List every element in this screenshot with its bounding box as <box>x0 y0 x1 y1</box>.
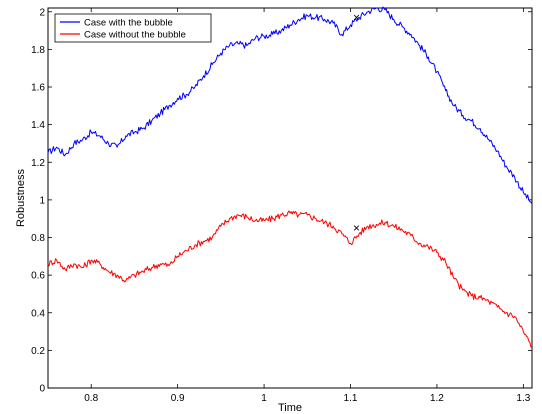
x-tick-label: 1.1 <box>344 393 358 404</box>
y-tick-label: 1.8 <box>31 45 45 56</box>
axes-box <box>47 7 533 389</box>
y-tick-label: 1.2 <box>31 158 45 169</box>
x-tick-label: 0.9 <box>171 393 185 404</box>
y-tick-label: 1 <box>39 195 45 206</box>
x-axis-label: Time <box>278 402 302 414</box>
legend: Case with the bubble Case without the bu… <box>54 13 212 43</box>
cross-marker: × <box>353 221 360 235</box>
series-line-without-bubble <box>47 210 533 348</box>
legend-box <box>54 13 212 43</box>
y-tick-label: 0 <box>39 384 45 395</box>
plot-area <box>47 7 533 389</box>
x-tick-label: 1 <box>261 393 267 404</box>
marker-layer: ×× <box>353 10 360 235</box>
legend-label-without-bubble: Case without the bubble <box>84 30 186 41</box>
x-tick-label: 1.2 <box>430 393 444 404</box>
x-tick-label: 1.3 <box>516 393 530 404</box>
y-tick-label: 0.2 <box>31 346 45 357</box>
y-tick-label: 1.6 <box>31 83 45 94</box>
y-tick-label: 0.6 <box>31 271 45 282</box>
x-axis-ticks: 0.8 0.9 1 1.1 1.2 1.3 <box>84 8 531 404</box>
series-line-with-bubble <box>47 6 533 204</box>
cross-marker: × <box>353 10 360 24</box>
y-tick-label: 2 <box>39 7 45 18</box>
y-tick-label: 1.4 <box>31 120 45 131</box>
series-layer <box>47 6 533 348</box>
legend-label-with-bubble: Case with the bubble <box>84 18 173 29</box>
y-axis-label: Robustness <box>15 168 27 227</box>
y-axis-ticks: 0 0.2 0.4 0.6 0.8 1 1.2 1.4 1.6 1.8 2 <box>31 7 532 395</box>
x-tick-label: 0.8 <box>84 393 98 404</box>
y-tick-label: 0.8 <box>31 233 45 244</box>
y-tick-label: 0.4 <box>31 308 45 319</box>
